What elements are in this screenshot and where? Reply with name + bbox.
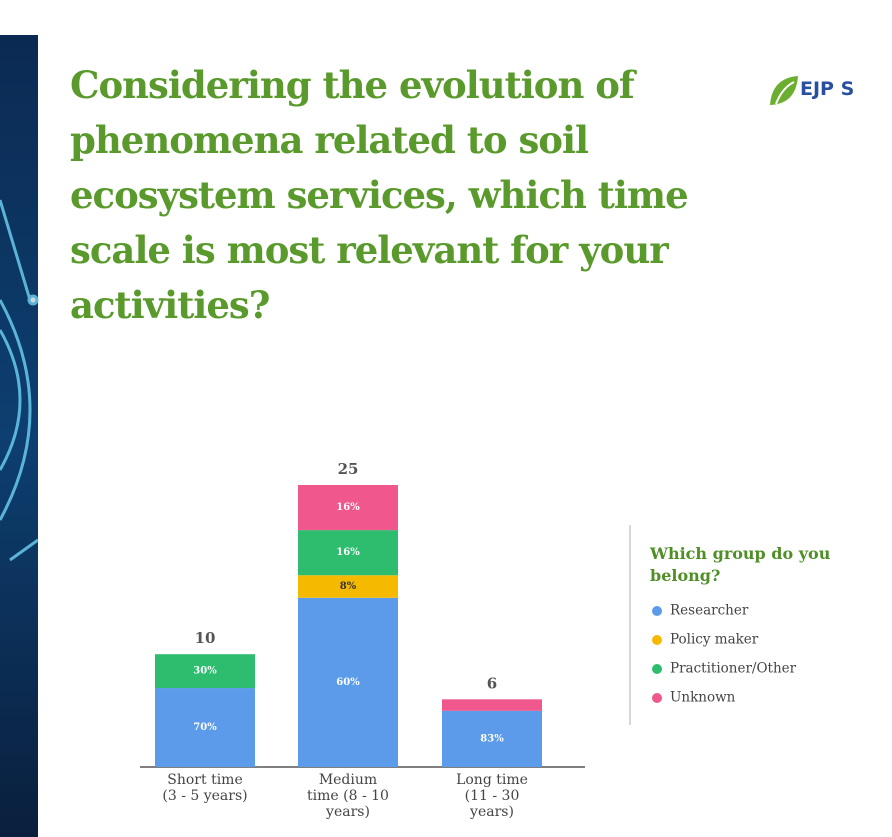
bar-segment — [298, 530, 398, 576]
slide-title: Considering the evolution of phenomena r… — [70, 63, 689, 327]
x-tick-label: (3 - 5 years) — [162, 788, 247, 804]
legend-marker — [652, 635, 662, 645]
segment-label: 70% — [193, 722, 217, 733]
legend-label: Researcher — [670, 603, 749, 619]
total-label: 6 — [487, 674, 497, 692]
legend-marker — [652, 664, 662, 674]
bar-segment — [442, 710, 542, 767]
legend-title: Which group do you belong? — [650, 544, 831, 585]
side-decoration — [0, 199, 39, 562]
segment-label: 60% — [336, 677, 360, 688]
bar-segment — [155, 688, 255, 767]
legend-label: Policy maker — [670, 632, 759, 648]
segment-label: 16% — [336, 502, 360, 513]
bar-segment — [298, 597, 398, 767]
logo-text: EJP S — [800, 78, 855, 100]
x-tick-label: years) — [325, 804, 370, 820]
segment-label: 83% — [480, 733, 504, 744]
segment-label: 30% — [193, 666, 217, 677]
x-tick-label: Long time — [456, 772, 528, 788]
bar-segment — [442, 699, 542, 711]
legend-label: Practitioner/Other — [670, 661, 797, 677]
total-label: 25 — [338, 460, 359, 478]
x-tick-label: (11 - 30 — [465, 788, 520, 804]
x-tick-label: Short time — [167, 772, 242, 788]
x-tick-label: Medium — [319, 772, 377, 788]
bar-segment — [298, 485, 398, 531]
legend-marker — [652, 606, 662, 616]
segment-label: 8% — [340, 581, 357, 592]
bar-segment — [298, 575, 398, 598]
legend-marker — [652, 693, 662, 703]
total-label: 10 — [195, 629, 216, 647]
segment-label: 16% — [336, 547, 360, 558]
side-image — [0, 35, 38, 837]
x-tick-label: time (8 - 10 — [307, 788, 389, 804]
bar-segment — [155, 654, 255, 689]
legend-label: Unknown — [670, 690, 736, 706]
logo-leaf — [770, 76, 798, 105]
x-tick-label: years) — [469, 804, 514, 820]
